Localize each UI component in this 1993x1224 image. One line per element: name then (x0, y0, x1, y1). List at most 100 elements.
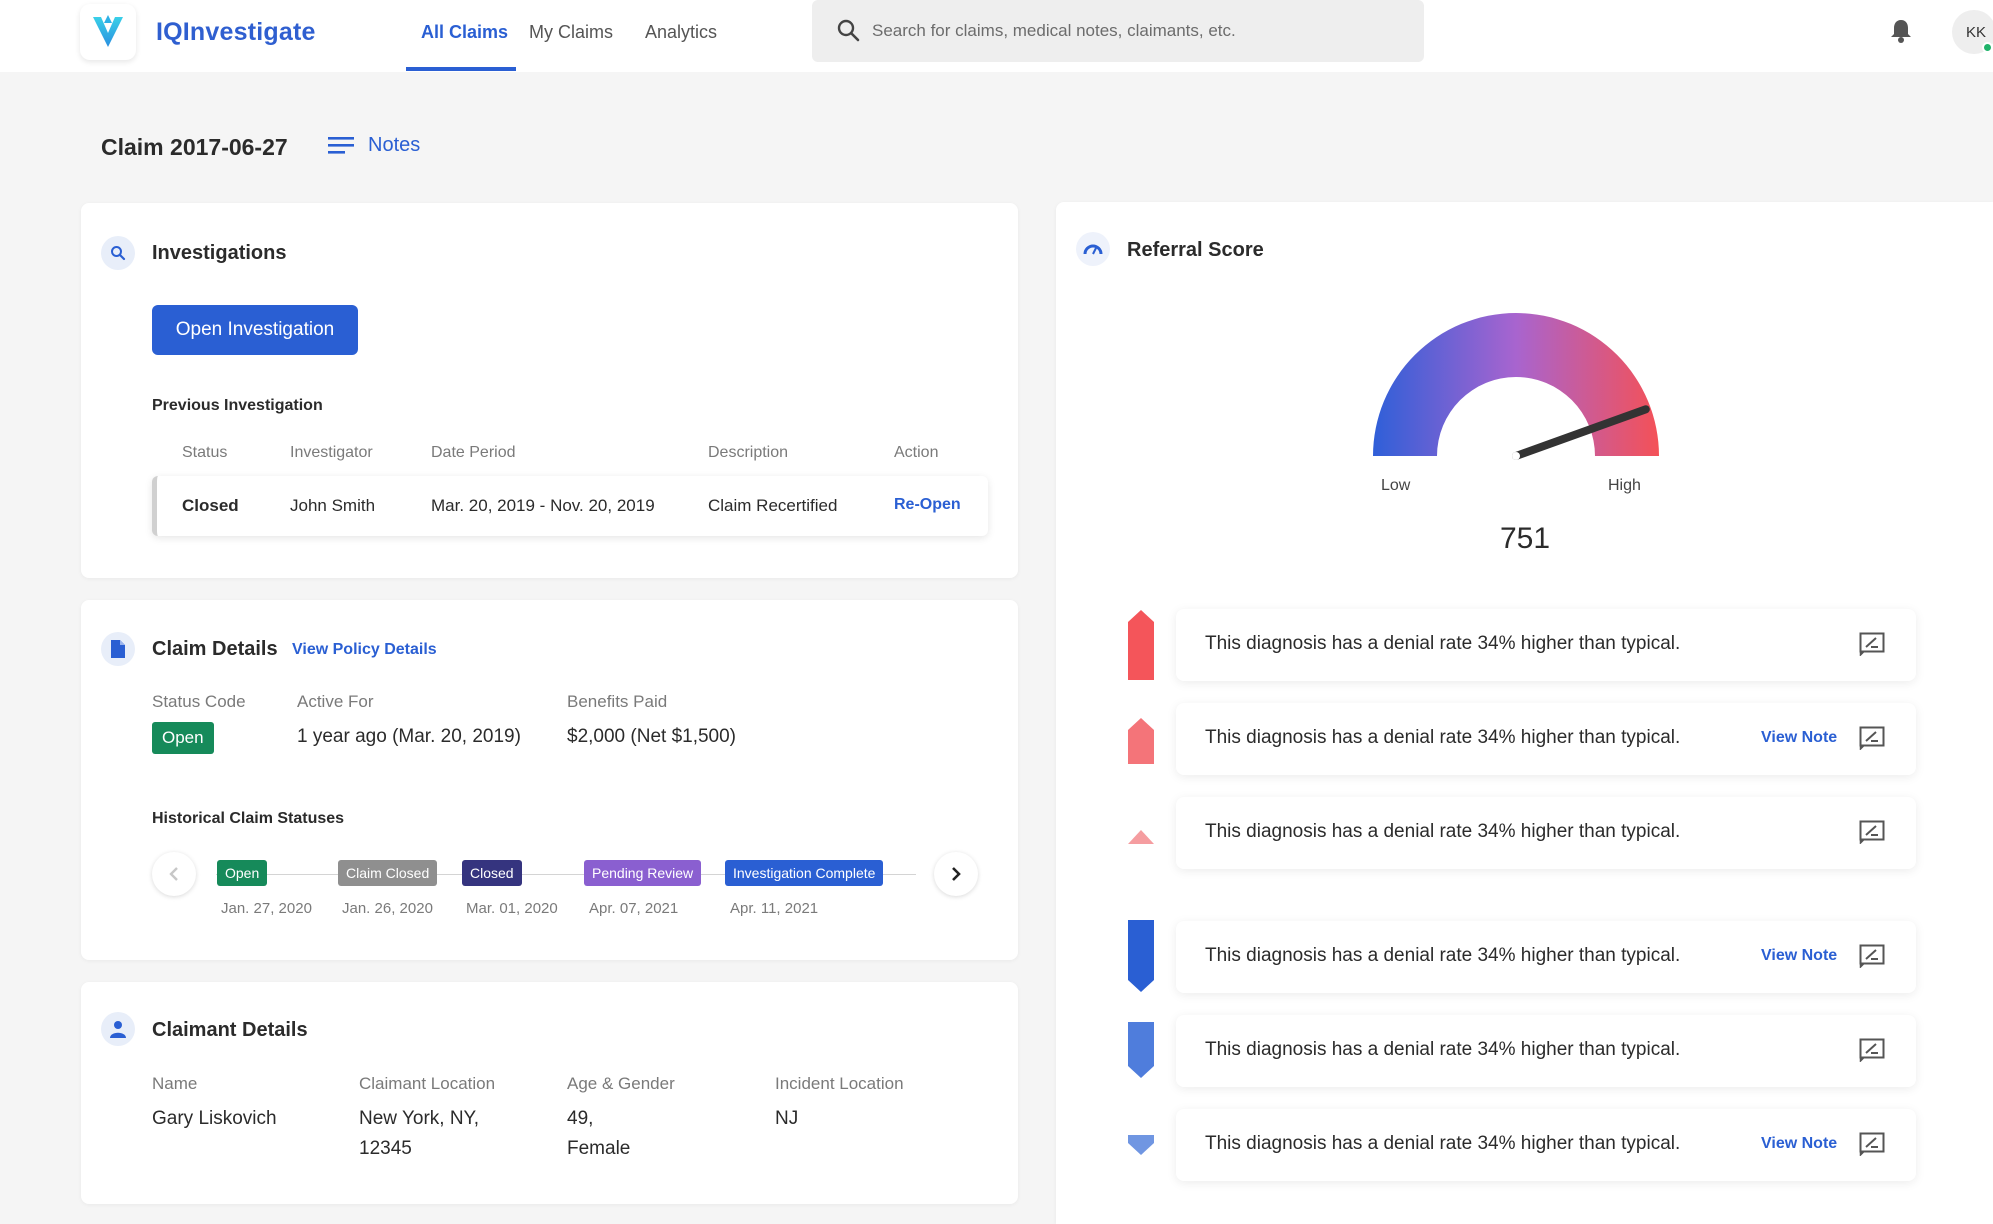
column-header-description: Description (708, 444, 789, 461)
reopen-link[interactable]: Re-Open (894, 496, 961, 513)
claim-details-card: Claim Details View Policy Details Status… (81, 600, 1018, 960)
tab-my-claims[interactable]: My Claims (529, 22, 613, 42)
risk-high-weak-icon (1128, 830, 1154, 844)
claimant-location-label: Claimant Location (359, 1074, 496, 1093)
status-code-label: Status Code (152, 692, 246, 711)
referral-item-text: This diagnosis has a denial rate 34% hig… (1205, 945, 1681, 966)
table-row: Closed John Smith Mar. 20, 2019 - Nov. 2… (152, 476, 988, 536)
active-for-label: Active For (297, 692, 374, 711)
gauge-pivot (1512, 452, 1520, 460)
avatar-initials: KK (1966, 23, 1987, 41)
claimant-details-card: Claimant Details Name Gary Liskovich Cla… (81, 982, 1018, 1204)
referral-item-text: This diagnosis has a denial rate 34% hig… (1205, 1039, 1681, 1060)
document-icon (101, 632, 135, 666)
column-header-investigator: Investigator (290, 444, 373, 461)
status-badge: Open (152, 722, 214, 754)
investigation-investigator: John Smith (290, 496, 376, 515)
gauge-icon (1076, 232, 1110, 266)
online-status-dot (1982, 42, 1993, 53)
person-icon (101, 1012, 135, 1046)
claimant-name: Gary Liskovich (152, 1108, 277, 1129)
incident-location-label: Incident Location (775, 1074, 904, 1093)
history-date: Apr. 11, 2021 (730, 900, 819, 917)
claimant-details-title: Claimant Details (152, 1019, 308, 1041)
referral-item: This diagnosis has a denial rate 34% hig… (1176, 797, 1916, 869)
search-input[interactable] (872, 14, 1402, 48)
history-date: Jan. 27, 2020 (221, 900, 312, 917)
view-note-link[interactable]: View Note (1761, 947, 1838, 964)
history-date: Jan. 26, 2020 (342, 900, 433, 917)
column-header-status: Status (182, 444, 228, 461)
menu-lines-icon (328, 136, 354, 154)
search-icon (837, 19, 860, 42)
referral-item-text: This diagnosis has a denial rate 34% hig… (1205, 633, 1681, 654)
risk-low-weak-icon (1128, 1135, 1154, 1155)
referral-item: This diagnosis has a denial rate 34% hig… (1176, 703, 1916, 775)
chevron-left-icon (169, 867, 178, 881)
benefits-paid-value: $2,000 (Net $1,500) (567, 726, 737, 747)
active-for-value: 1 year ago (Mar. 20, 2019) (297, 726, 521, 747)
column-header-date-period: Date Period (431, 444, 516, 461)
history-badge-open: Open (217, 860, 268, 886)
add-note-icon[interactable] (1859, 1132, 1885, 1156)
notes-label: Notes (368, 134, 421, 156)
benefits-paid-label: Benefits Paid (567, 692, 668, 711)
claim-details-title: Claim Details (152, 638, 278, 660)
referral-item: This diagnosis has a denial rate 34% hig… (1176, 1015, 1916, 1087)
history-badge-closed: Closed (462, 860, 522, 886)
historical-statuses-title: Historical Claim Statuses (152, 810, 345, 827)
referral-item-text: This diagnosis has a denial rate 34% hig… (1205, 1133, 1681, 1154)
history-badge-pending-review: Pending Review (584, 860, 702, 886)
risk-high-medium-icon (1128, 718, 1154, 764)
gauge-low-label: Low (1381, 477, 1411, 494)
tab-analytics[interactable]: Analytics (645, 22, 718, 42)
user-avatar[interactable]: KK (1952, 10, 1993, 54)
timeline-line (216, 874, 916, 875)
notification-bell-icon[interactable] (1889, 18, 1913, 44)
history-date: Apr. 07, 2021 (589, 900, 679, 917)
search-bar (812, 0, 1424, 62)
investigations-title: Investigations (152, 242, 287, 264)
timeline-next-button[interactable] (934, 852, 978, 896)
chevron-right-icon (952, 867, 961, 881)
tab-all-claims[interactable]: All Claims (421, 22, 509, 42)
app-logo[interactable] (80, 4, 136, 60)
gauge-arc (1373, 313, 1659, 456)
view-note-link[interactable]: View Note (1761, 1135, 1838, 1152)
referral-item: This diagnosis has a denial rate 34% hig… (1176, 921, 1916, 993)
incident-location-value: NJ (775, 1108, 799, 1129)
active-tab-indicator (406, 67, 516, 71)
add-note-icon[interactable] (1859, 632, 1885, 656)
previous-investigation-title: Previous Investigation (152, 397, 323, 414)
referral-item: This diagnosis has a denial rate 34% hig… (1176, 609, 1916, 681)
claimant-location-line2: 12345 (359, 1138, 412, 1159)
notes-button[interactable]: Notes (328, 134, 420, 157)
timeline-prev-button[interactable] (152, 852, 196, 896)
add-note-icon[interactable] (1859, 820, 1885, 844)
open-investigation-button[interactable]: Open Investigation (152, 305, 358, 355)
app-name[interactable]: IQInvestigate (156, 18, 316, 46)
referral-item: This diagnosis has a denial rate 34% hig… (1176, 1109, 1916, 1181)
view-policy-details-link[interactable]: View Policy Details (292, 641, 437, 658)
add-note-icon[interactable] (1859, 726, 1885, 750)
risk-high-strong-icon (1128, 610, 1154, 680)
add-note-icon[interactable] (1859, 1038, 1885, 1062)
investigation-description: Claim Recertified (708, 496, 838, 515)
claimant-location-line1: New York, NY, (359, 1108, 480, 1129)
history-date: Mar. 01, 2020 (466, 900, 558, 917)
name-label: Name (152, 1074, 198, 1093)
investigation-status: Closed (182, 496, 239, 515)
age-value: 49, (567, 1108, 594, 1129)
referral-item-text: This diagnosis has a denial rate 34% hig… (1205, 727, 1681, 748)
age-gender-label: Age & Gender (567, 1074, 675, 1093)
history-badge-claim-closed: Claim Closed (338, 860, 438, 886)
referral-gauge (1373, 313, 1659, 460)
investigation-search-icon (101, 236, 135, 270)
add-note-icon[interactable] (1859, 944, 1885, 968)
investigations-card: Investigations Open Investigation Previo… (81, 203, 1018, 578)
view-note-link[interactable]: View Note (1761, 729, 1838, 746)
history-badge-investigation-complete: Investigation Complete (725, 860, 884, 886)
top-bar: IQInvestigate All Claims My Claims Analy… (0, 0, 1993, 72)
gauge-needle (1512, 405, 1650, 460)
page-title: Claim 2017-06-27 (101, 134, 288, 160)
